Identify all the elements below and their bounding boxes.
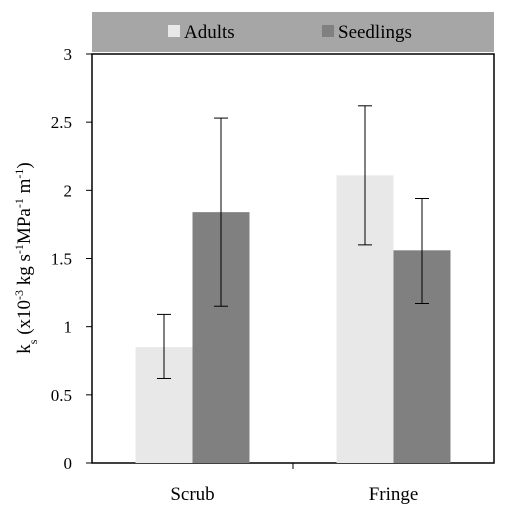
- y-tick-label: 2: [64, 181, 73, 200]
- y-tick-label: 3: [64, 45, 73, 64]
- y-tick-label: 0: [64, 454, 73, 473]
- y-tick-label: 1: [64, 318, 73, 337]
- legend-swatch-seedlings: [322, 25, 334, 37]
- plot-layer: 0 0.5 1 1.5 2 2.5 3 Scrub Fringe: [51, 45, 451, 505]
- y-tick-label: 2.5: [51, 113, 72, 132]
- legend-swatch-adults: [168, 25, 180, 37]
- y-tick-label: 1.5: [51, 250, 72, 269]
- legend: Adults Seedlings: [92, 12, 494, 52]
- y-axis-label: ks (x10-3 kg s-1MPa-1 m-1): [12, 162, 40, 353]
- x-category-label: Fringe: [369, 484, 419, 505]
- legend-label-seedlings: Seedlings: [338, 22, 412, 43]
- x-category-label: Scrub: [170, 484, 214, 505]
- legend-label-adults: Adults: [184, 22, 235, 43]
- legend-background: [92, 12, 494, 52]
- y-tick-label: 0.5: [51, 386, 72, 405]
